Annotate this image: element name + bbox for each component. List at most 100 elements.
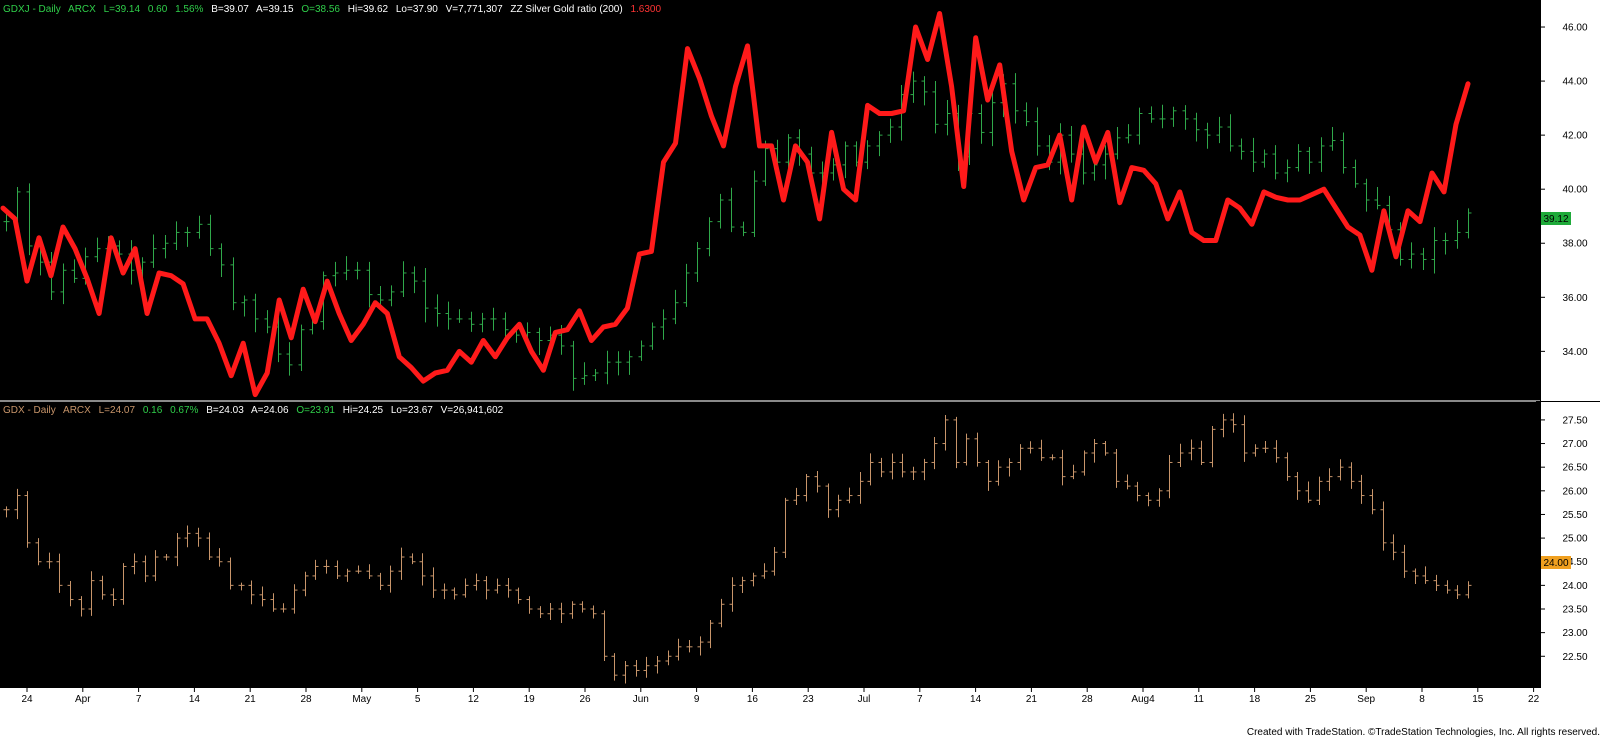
gdx-open: O=23.91 — [296, 405, 335, 416]
gdxj-ohlc-bar — [241, 295, 248, 317]
gdxj-ohlc-bar — [1068, 125, 1075, 163]
indicator-name: ZZ Silver Gold ratio (200) — [510, 4, 622, 15]
gdxj-ohlc-bar — [638, 340, 645, 361]
gdxj-ohlc-bar — [1363, 178, 1370, 212]
gdxj-ohlc-bar — [536, 327, 543, 356]
gdxj-ohlc-bar — [1182, 105, 1189, 130]
gdx-ohlc-bar — [1412, 568, 1419, 585]
gdxj-ohlc-bar — [1306, 147, 1313, 174]
gdx-ohlc-bar — [1358, 474, 1365, 504]
lower-ytick-label: 24.50 — [1562, 557, 1587, 568]
date-tick-label: 21 — [245, 694, 257, 705]
gdx-ohlc-bar — [590, 605, 597, 619]
gdxj-ohlc-bar — [1442, 232, 1449, 255]
gdx-ohlc-bar — [1027, 441, 1034, 454]
gdxj-ohlc-bar — [1102, 145, 1109, 180]
gdx-bid: B=24.03 — [206, 405, 244, 416]
date-tick-label: Jul — [858, 694, 871, 705]
lower-ytick-label: 24.00 — [1562, 581, 1587, 592]
gdxj-ohlc-bar — [694, 241, 701, 282]
gdxj-symbol: GDXJ - Daily — [3, 4, 61, 15]
gdx-ohlc-bar — [1401, 544, 1408, 578]
gdx-ohlc-bar — [1038, 439, 1045, 461]
gdx-ohlc-bar — [569, 601, 576, 619]
gdx-ohlc-bar — [1294, 471, 1301, 500]
gdx-ohlc-bar — [248, 580, 255, 605]
gdx-ohlc-bar — [1433, 574, 1440, 591]
gdx-ohlc-bar — [643, 656, 650, 678]
gdxj-ohlc-bar — [1023, 102, 1030, 127]
gdx-ohlc-bar — [675, 638, 682, 661]
gdxj-high: Hi=39.62 — [348, 4, 389, 15]
date-tick-label: 11 — [1194, 694, 1205, 705]
gdx-ohlc-bar — [1124, 474, 1131, 490]
gdxj-ohlc-bar — [842, 141, 849, 179]
gdxj-ohlc-bar — [1408, 242, 1415, 269]
gdx-ohlc-bar — [857, 471, 864, 504]
gdx-ohlc-bar — [889, 453, 896, 480]
gdxj-low: Lo=37.90 — [396, 4, 438, 15]
gdx-ohlc-bar — [451, 587, 458, 600]
gdxj-ohlc-bar — [434, 294, 441, 327]
gdxj-ohlc-bar — [366, 261, 373, 308]
gdxj-ohlc-bar — [1193, 112, 1200, 142]
gdx-ohlc-bar — [793, 487, 800, 505]
gdx-ohlc-bar — [878, 457, 885, 478]
gdx-ohlc-bar — [654, 656, 661, 674]
gdx-ohlc-bar — [611, 653, 618, 681]
pane-separator — [0, 400, 1540, 402]
gdx-ohlc-bar — [398, 547, 405, 580]
gdxj-ohlc-bar — [1034, 107, 1041, 156]
gdx-ohlc-bar — [771, 546, 778, 576]
gdxj-ohlc-bar — [626, 350, 633, 375]
gdx-ohlc-bar — [1177, 443, 1184, 468]
gdx-change: 0.16 — [143, 405, 163, 416]
gdx-ohlc-bar — [494, 578, 501, 594]
gdx-ohlc-bar — [931, 436, 938, 470]
gdxj-ohlc-bar — [343, 256, 350, 281]
lower-ytick-label: 25.00 — [1562, 534, 1587, 545]
gdx-ohlc-bar — [547, 602, 554, 620]
gdx-ohlc-bar — [1156, 488, 1163, 507]
lower-header: GDX - Daily ARCX L=24.07 0.16 0.67% B=24… — [3, 405, 504, 416]
gdx-ohlc-bar — [110, 588, 117, 607]
date-tick-label: 23 — [803, 694, 815, 705]
gdx-ohlc-bar — [14, 488, 21, 520]
gdxj-ohlc-bar — [1465, 208, 1472, 239]
gdx-ohlc-bar — [1422, 566, 1429, 584]
gdxj-ohlc-bar — [1318, 137, 1325, 172]
gdx-ohlc-bar — [238, 582, 245, 591]
gdx-ohlc-bar — [1390, 534, 1397, 561]
gdx-ohlc-bar — [227, 557, 234, 590]
gdx-ohlc-bar — [344, 568, 351, 582]
gdxj-exchange: ARCX — [68, 4, 96, 15]
gdx-ohlc-bar — [718, 598, 725, 628]
gdxj-ohlc-bar — [400, 261, 407, 297]
gdxj-ohlc-bar — [1295, 144, 1302, 172]
gdxj-ohlc-bar — [932, 80, 939, 134]
gdxj-ohlc-bar — [1250, 137, 1257, 173]
upper-ytick-label: 40.00 — [1562, 185, 1587, 196]
lower-ytick-label: 27.50 — [1562, 415, 1587, 426]
ratio-line — [0, 11, 1471, 398]
gdx-ohlc-bar — [505, 578, 512, 598]
gdx-ohlc-bar — [142, 555, 149, 583]
gdx-ohlc-bar — [1134, 481, 1141, 502]
lower-price-axis — [1540, 401, 1600, 688]
gdx-ohlc-bar — [1337, 459, 1344, 481]
gdxj-ohlc-bar — [1420, 247, 1427, 270]
gdx-ohlc-bar — [1273, 440, 1280, 463]
gdxj-ohlc-bar — [978, 104, 985, 144]
gdxj-ohlc-bar — [1148, 106, 1155, 123]
gdx-ohlc-bar — [1049, 454, 1056, 461]
gdx-ohlc-bar — [867, 453, 874, 486]
gdxj-ohlc-bar — [1261, 149, 1268, 168]
date-tick-label: Apr — [75, 694, 91, 705]
gdx-ohlc-bar — [3, 506, 10, 518]
gdxj-ohlc-bar — [468, 311, 475, 332]
gdx-low: Lo=23.67 — [391, 405, 433, 416]
gdxj-ohlc-bar — [173, 221, 180, 250]
gdxj-ohlc-bar — [1329, 127, 1336, 151]
upper-plot-area — [0, 0, 1540, 400]
upper-price-axis — [1540, 0, 1600, 401]
